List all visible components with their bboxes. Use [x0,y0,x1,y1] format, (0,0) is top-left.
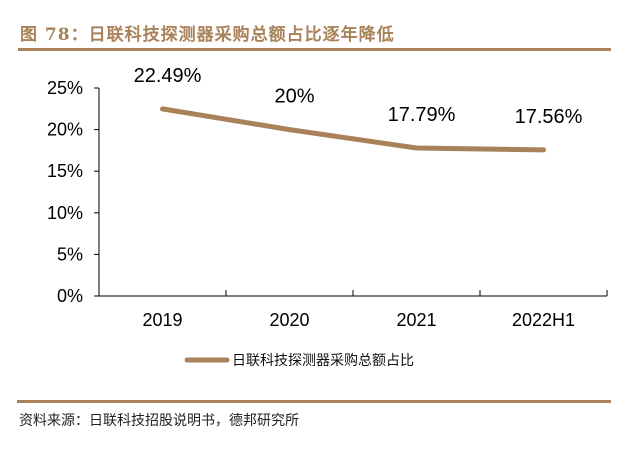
line-chart: 0% 5% 10% 15% 20% 25% 2019 2020 2021 2022H1 22.4… [47,65,608,369]
data-label: 22.49% [134,65,202,87]
y-axis: 0% 5% 10% 15% 20% 25% [47,78,100,306]
y-tick-label: 5% [57,244,83,264]
legend-label: 日联科技探测器采购总额占比 [232,353,414,369]
series-line [160,106,546,153]
series [160,106,546,153]
y-tick-label: 0% [57,286,83,306]
legend: 日联科技探测器采购总额占比 [184,353,414,369]
data-label: 20% [274,86,314,108]
source-divider [17,400,611,403]
y-tick-label: 25% [47,78,83,98]
data-labels: 22.49% 20% 17.79% 17.56% [134,65,583,128]
title-divider [18,48,611,51]
data-label: 17.79% [388,104,456,126]
x-tick-label: 2019 [142,310,182,330]
y-tick-label: 20% [47,120,83,140]
figure-title: 图 78：日联科技探测器采购总额占比逐年降低 [20,25,395,45]
source-note: 资料来源：日联科技招股说明书，德邦研究所 [19,413,299,429]
y-tick-label: 15% [47,161,83,181]
data-label: 17.56% [515,106,583,128]
x-tick-label: 2020 [269,310,309,330]
y-tick-label: 10% [47,203,83,223]
x-axis: 2019 2020 2021 2022H1 [98,290,608,330]
x-tick-label: 2021 [396,310,436,330]
x-tick-label: 2022H1 [512,310,575,330]
